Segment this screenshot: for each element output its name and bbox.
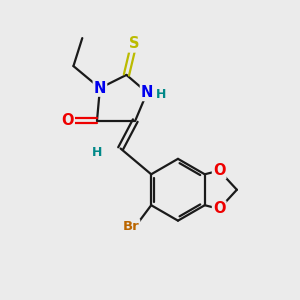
- Text: O: O: [213, 163, 225, 178]
- Text: H: H: [156, 88, 166, 101]
- Text: O: O: [61, 113, 74, 128]
- Text: H: H: [92, 146, 102, 159]
- Text: Br: Br: [122, 220, 139, 233]
- Text: N: N: [94, 81, 106, 96]
- Text: N: N: [141, 85, 153, 100]
- Text: S: S: [129, 37, 139, 52]
- Text: O: O: [213, 201, 225, 216]
